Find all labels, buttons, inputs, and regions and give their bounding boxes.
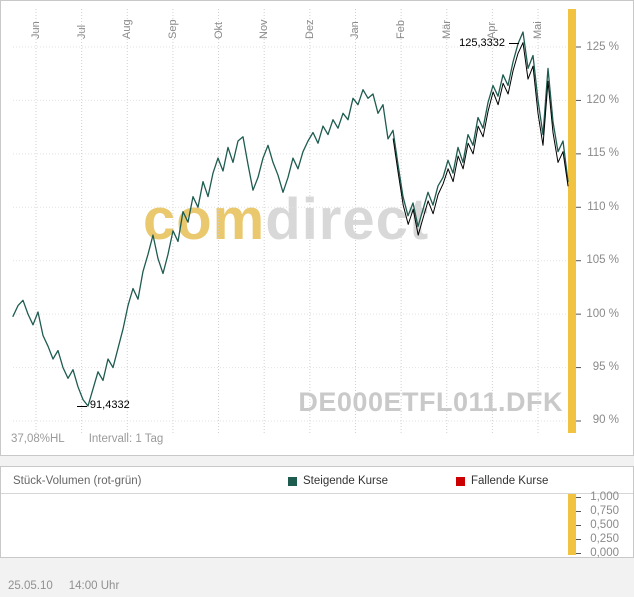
watermark-com: com (143, 187, 266, 252)
volume-y-tick-mark (576, 553, 581, 554)
legend-falling-label: Fallende Kurse (471, 475, 549, 487)
price-annotation: 125,3332 (459, 36, 506, 49)
annotation-tick (509, 43, 520, 44)
price-chart-svg (12, 9, 581, 433)
chart-footer: 37,08%HL Intervall: 1 Tag (11, 433, 163, 445)
volume-y-axis-label: 0,000 (590, 546, 619, 559)
interval-label: Intervall: 1 Tag (88, 433, 164, 445)
legend-rising-prices: Steigende Kurse (288, 475, 388, 487)
volume-y-axis-label: 0,750 (590, 504, 619, 517)
legend-rising-label: Steigende Kurse (303, 475, 389, 487)
volume-y-axis-label: 0,250 (590, 532, 619, 545)
status-date: 25.05.10 (8, 580, 53, 592)
falling-prices-swatch-icon (456, 476, 465, 486)
volume-y-axis-label: 0,500 (590, 518, 619, 531)
isin-watermark: DE000ETFL011.DFK (298, 387, 563, 417)
volume-y-tick-mark (576, 497, 581, 498)
volume-y-tick-mark (576, 525, 581, 526)
price-series-main (12, 31, 569, 407)
price-scale-bar (568, 9, 576, 433)
volume-panel: Stück-Volumen (rot-grün) Steigende Kurse… (0, 466, 634, 559)
rising-prices-swatch-icon (288, 476, 297, 486)
legend-falling-prices: Fallende Kurse (456, 475, 548, 487)
volume-header-divider (1, 493, 633, 494)
volume-y-tick-mark (576, 539, 581, 540)
status-bar: 25.05.10 14:00 Uhr (8, 580, 119, 592)
status-time: 14:00 Uhr (68, 580, 120, 592)
volume-title: Stück-Volumen (rot-grün) (13, 475, 142, 487)
high-low-label: 37,08%HL (11, 433, 65, 445)
price-series-overlay (392, 42, 569, 236)
volume-scale-bar (568, 494, 576, 555)
volume-y-tick-mark (576, 511, 581, 512)
price-annotation: 91,4332 (89, 399, 130, 412)
price-chart-panel: comdirect DE000ETFL011.DFK Jun Jul Aug Sep O… (0, 0, 634, 456)
annotation-tick (76, 406, 87, 407)
